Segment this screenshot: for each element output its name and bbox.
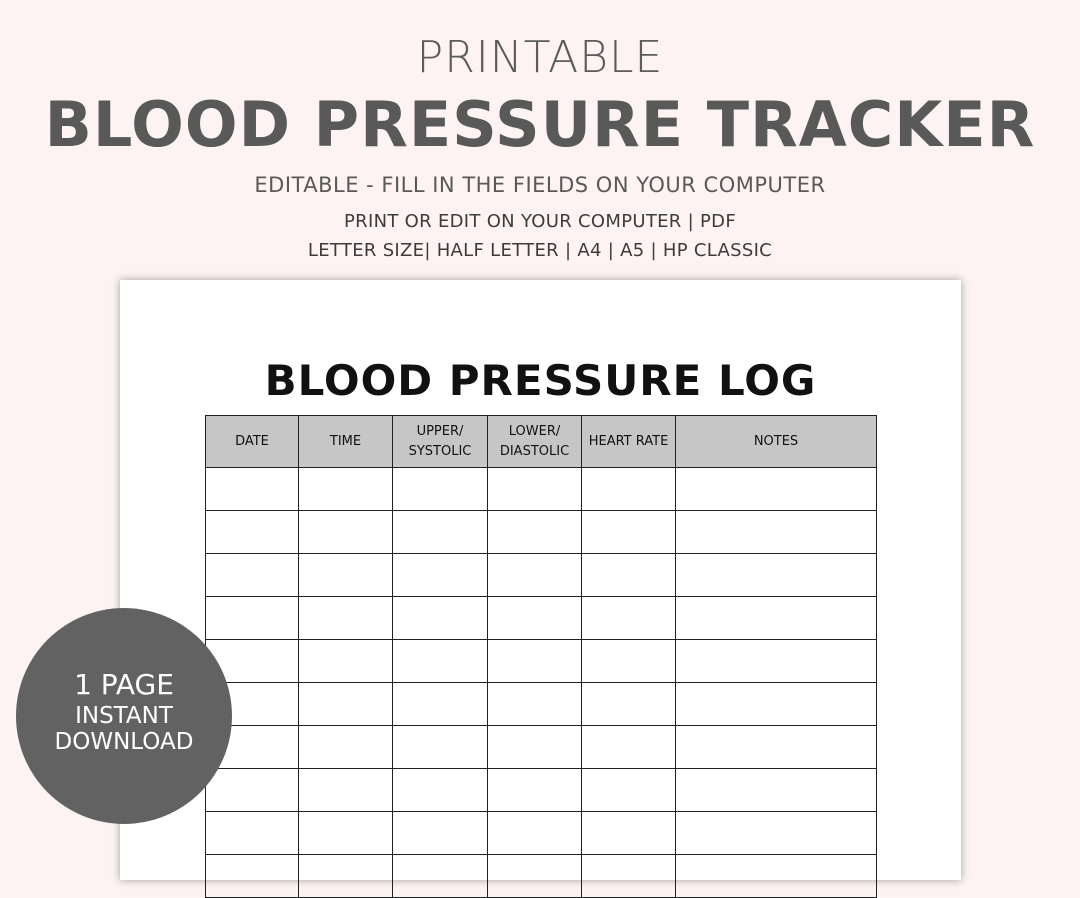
- table-cell: [487, 854, 582, 898]
- table-cell: [298, 682, 393, 726]
- table-cell: [205, 854, 299, 898]
- table-cell: [392, 553, 488, 597]
- table-cell: [392, 725, 488, 769]
- table-row: [205, 553, 877, 597]
- table-row: [205, 725, 877, 769]
- table-cell: [205, 596, 299, 640]
- table-cell: [392, 639, 488, 683]
- table-row: [205, 768, 877, 812]
- table-cell: [675, 725, 877, 769]
- header-row: DATE TIME UPPER/ SYSTOLIC LOWER/ DIASTOL…: [205, 415, 877, 468]
- badge-line-3: DOWNLOAD: [54, 729, 194, 755]
- table-cell: [205, 510, 299, 554]
- table-row: [205, 811, 877, 855]
- table-cell: [487, 725, 582, 769]
- col-time: TIME: [298, 415, 393, 468]
- table-row: [205, 467, 877, 511]
- table-row: [205, 639, 877, 683]
- table-cell: [298, 510, 393, 554]
- instant-download-badge: 1 PAGE INSTANT DOWNLOAD: [16, 608, 232, 824]
- table-cell: [298, 811, 393, 855]
- table-cell: [298, 854, 393, 898]
- table-cell: [205, 467, 299, 511]
- table-cell: [298, 596, 393, 640]
- table-cell: [675, 596, 877, 640]
- table-cell: [675, 811, 877, 855]
- sheet-title: BLOOD PRESSURE LOG: [264, 356, 817, 405]
- table-cell: [298, 639, 393, 683]
- table-cell: [581, 510, 676, 554]
- table-row: [205, 854, 877, 898]
- table-cell: [581, 682, 676, 726]
- table-cell: [298, 467, 393, 511]
- table-cell: [487, 510, 582, 554]
- col-heart-rate: HEART RATE: [581, 415, 676, 468]
- table-cell: [205, 768, 299, 812]
- table-cell: [487, 596, 582, 640]
- table-cell: [581, 811, 676, 855]
- table-cell: [581, 854, 676, 898]
- table-cell: [581, 768, 676, 812]
- badge-line-2: INSTANT: [75, 703, 173, 729]
- table-cell: [581, 725, 676, 769]
- main-title: BLOOD PRESSURE TRACKER: [44, 88, 1036, 161]
- table-cell: [392, 811, 488, 855]
- table-cell: [392, 510, 488, 554]
- table-cell: [675, 553, 877, 597]
- table-row: [205, 682, 877, 726]
- table-cell: [675, 768, 877, 812]
- table-cell: [205, 811, 299, 855]
- table-cell: [487, 639, 582, 683]
- table-cell: [675, 854, 877, 898]
- table-cell: [487, 682, 582, 726]
- table-row: [205, 510, 877, 554]
- col-notes: NOTES: [675, 415, 877, 468]
- table-cell: [675, 467, 877, 511]
- table-cell: [675, 510, 877, 554]
- table-cell: [205, 553, 299, 597]
- badge-line-1: 1 PAGE: [74, 668, 174, 701]
- table-cell: [487, 811, 582, 855]
- table-cell: [581, 553, 676, 597]
- table-cell: [298, 768, 393, 812]
- col-diastolic: LOWER/ DIASTOLIC: [487, 415, 582, 468]
- table-cell: [392, 768, 488, 812]
- table-cell: [675, 682, 877, 726]
- format-line-1: PRINT OR EDIT ON YOUR COMPUTER | PDF: [344, 211, 736, 232]
- table-row: [205, 596, 877, 640]
- table-cell: [392, 682, 488, 726]
- log-sheet: BLOOD PRESSURE LOG DATE TIME UPPER/ SYST…: [120, 280, 961, 898]
- table-cell: [487, 467, 582, 511]
- format-line-2: LETTER SIZE| HALF LETTER | A4 | A5 | HP …: [307, 240, 773, 261]
- table-cell: [298, 725, 393, 769]
- log-table: DATE TIME UPPER/ SYSTOLIC LOWER/ DIASTOL…: [205, 415, 877, 898]
- table-cell: [392, 467, 488, 511]
- table-cell: [487, 553, 582, 597]
- table-cell: [298, 553, 393, 597]
- table-cell: [392, 854, 488, 898]
- table-cell: [675, 639, 877, 683]
- col-date: DATE: [205, 415, 299, 468]
- pretitle: PRINTABLE: [416, 32, 664, 83]
- table-cell: [581, 467, 676, 511]
- subtitle: EDITABLE - FILL IN THE FIELDS ON YOUR CO…: [254, 173, 826, 197]
- table-cell: [487, 768, 582, 812]
- table-cell: [581, 639, 676, 683]
- table-cell: [581, 596, 676, 640]
- col-systolic: UPPER/ SYSTOLIC: [392, 415, 488, 468]
- table-cell: [392, 596, 488, 640]
